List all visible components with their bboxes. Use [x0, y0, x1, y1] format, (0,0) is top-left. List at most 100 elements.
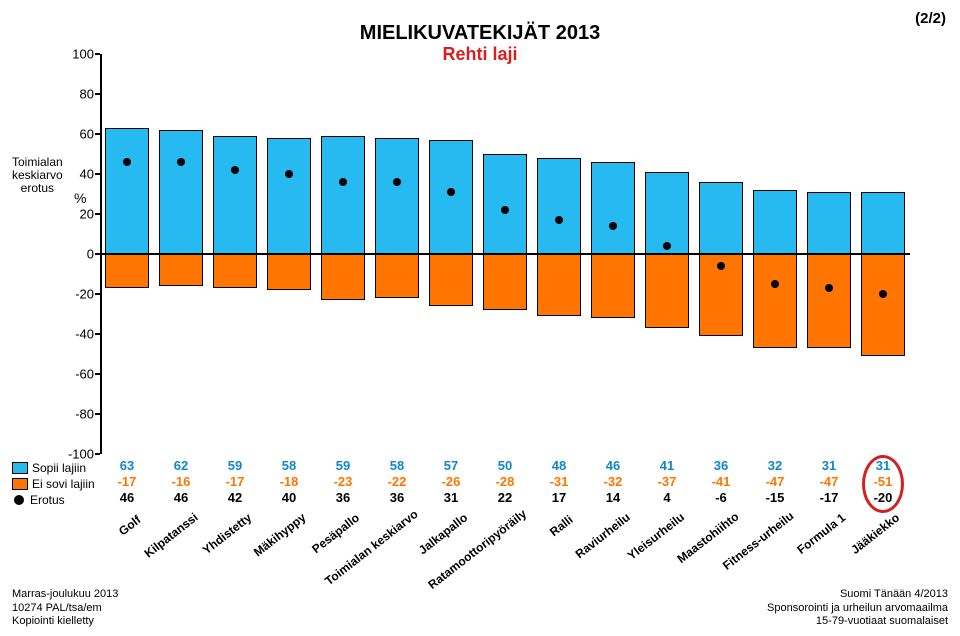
- data-table: 636259585958575048464136323131-17-16-17-…: [100, 458, 910, 506]
- legend-dot-swatch: [14, 495, 24, 505]
- data-cell: 50: [498, 458, 512, 473]
- bar-negative: [483, 254, 527, 310]
- data-cell: 46: [120, 490, 134, 505]
- data-cell: 31: [444, 490, 458, 505]
- legend-dot-label: Erotus: [30, 493, 65, 507]
- category-label: Pesäpallo: [309, 511, 362, 557]
- data-cell: 59: [228, 458, 242, 473]
- data-cell: -47: [820, 474, 839, 489]
- ytick-mark: [95, 413, 100, 415]
- data-cell: 62: [174, 458, 188, 473]
- bar-negative: [159, 254, 203, 286]
- bar-negative: [645, 254, 689, 328]
- erotus-dot: [879, 290, 887, 298]
- bar-positive: [321, 136, 365, 254]
- legend-pos: Sopii lajiin: [12, 460, 95, 476]
- category-label: Golf: [116, 513, 144, 539]
- data-cell: -16: [172, 474, 191, 489]
- data-cell: 32: [768, 458, 782, 473]
- bar-positive: [105, 128, 149, 254]
- data-cell: 14: [606, 490, 620, 505]
- legend-neg-swatch: [12, 478, 28, 490]
- bar-positive: [699, 182, 743, 254]
- data-cell: -22: [388, 474, 407, 489]
- data-cell: 36: [714, 458, 728, 473]
- category-label: Formula 1: [794, 510, 848, 556]
- data-cell: -17: [118, 474, 137, 489]
- bar-positive: [591, 162, 635, 254]
- bar-positive: [429, 140, 473, 254]
- bar-negative: [807, 254, 851, 348]
- erotus-dot: [285, 170, 293, 178]
- ytick-mark: [95, 93, 100, 95]
- bar-positive: [537, 158, 581, 254]
- erotus-dot: [555, 216, 563, 224]
- data-cell: 46: [174, 490, 188, 505]
- bar-positive: [483, 154, 527, 254]
- data-cell: -17: [226, 474, 245, 489]
- data-cell: -26: [442, 474, 461, 489]
- data-cell: 31: [822, 458, 836, 473]
- erotus-dot: [501, 206, 509, 214]
- data-cell: 22: [498, 490, 512, 505]
- bar-positive: [807, 192, 851, 254]
- bar-negative: [429, 254, 473, 306]
- erotus-dot: [447, 188, 455, 196]
- data-cell: -18: [280, 474, 299, 489]
- data-cell: -23: [334, 474, 353, 489]
- category-label: Kilpatanssi: [142, 510, 201, 560]
- data-cell: -17: [820, 490, 839, 505]
- bar-positive: [375, 138, 419, 254]
- category-label: Toimialan keskiarvo: [322, 507, 420, 588]
- data-cell: -6: [715, 490, 727, 505]
- data-cell: 36: [336, 490, 350, 505]
- bar-negative: [105, 254, 149, 288]
- data-row-dot: 464642403636312217144-6-15-17-20: [100, 490, 910, 506]
- category-label: Ratamoottoripyöräily: [425, 507, 529, 592]
- erotus-dot: [771, 280, 779, 288]
- bar-positive: [213, 136, 257, 254]
- ytick-mark: [95, 293, 100, 295]
- data-cell: 57: [444, 458, 458, 473]
- data-cell: 58: [282, 458, 296, 473]
- data-cell: -31: [550, 474, 569, 489]
- data-cell: 4: [663, 490, 670, 505]
- data-cell: 41: [660, 458, 674, 473]
- legend-dot: Erotus: [12, 492, 95, 508]
- erotus-dot: [717, 262, 725, 270]
- category-label: Mäkihyppy: [251, 510, 308, 559]
- data-row-pos: 636259585958575048464136323131: [100, 458, 910, 474]
- erotus-dot: [231, 166, 239, 174]
- erotus-dot: [339, 178, 347, 186]
- bar-positive: [159, 130, 203, 254]
- category-label: Raviurheilu: [573, 510, 633, 561]
- footer-right: Suomi Tänään 4/2013Sponsorointi ja urhei…: [767, 588, 948, 628]
- bar-negative: [861, 254, 905, 356]
- legend-pos-swatch: [12, 462, 28, 474]
- data-cell: 58: [390, 458, 404, 473]
- erotus-dot: [393, 178, 401, 186]
- bar-negative: [213, 254, 257, 288]
- ytick-mark: [95, 333, 100, 335]
- data-cell: -47: [766, 474, 785, 489]
- bar-negative: [267, 254, 311, 290]
- data-cell: -37: [658, 474, 677, 489]
- data-cell: 36: [390, 490, 404, 505]
- erotus-dot: [663, 242, 671, 250]
- data-row-neg: -17 -16 -17 -18 -23 -22 -26 -28 -31 -32 -37 -41 -47 -…: [100, 474, 910, 490]
- data-cell: 40: [282, 490, 296, 505]
- data-cell: -28: [496, 474, 515, 489]
- erotus-dot: [609, 222, 617, 230]
- bar-negative: [321, 254, 365, 300]
- legend-pos-label: Sopii lajiin: [32, 461, 86, 475]
- bar-negative: [537, 254, 581, 316]
- data-cell: -32: [604, 474, 623, 489]
- highlight-circle: [862, 455, 904, 513]
- bar-negative: [375, 254, 419, 298]
- yaxis-outer-label: Toimialankeskiarvoerotus: [12, 156, 63, 196]
- legend-neg-label: Ei sovi lajiin: [32, 477, 95, 491]
- yaxis-unit: %: [74, 190, 86, 206]
- data-cell: 59: [336, 458, 350, 473]
- data-cell: -41: [712, 474, 731, 489]
- page-root: (2/2) MIELIKUVATEKIJÄT 2013 Rehti laji T…: [0, 0, 960, 636]
